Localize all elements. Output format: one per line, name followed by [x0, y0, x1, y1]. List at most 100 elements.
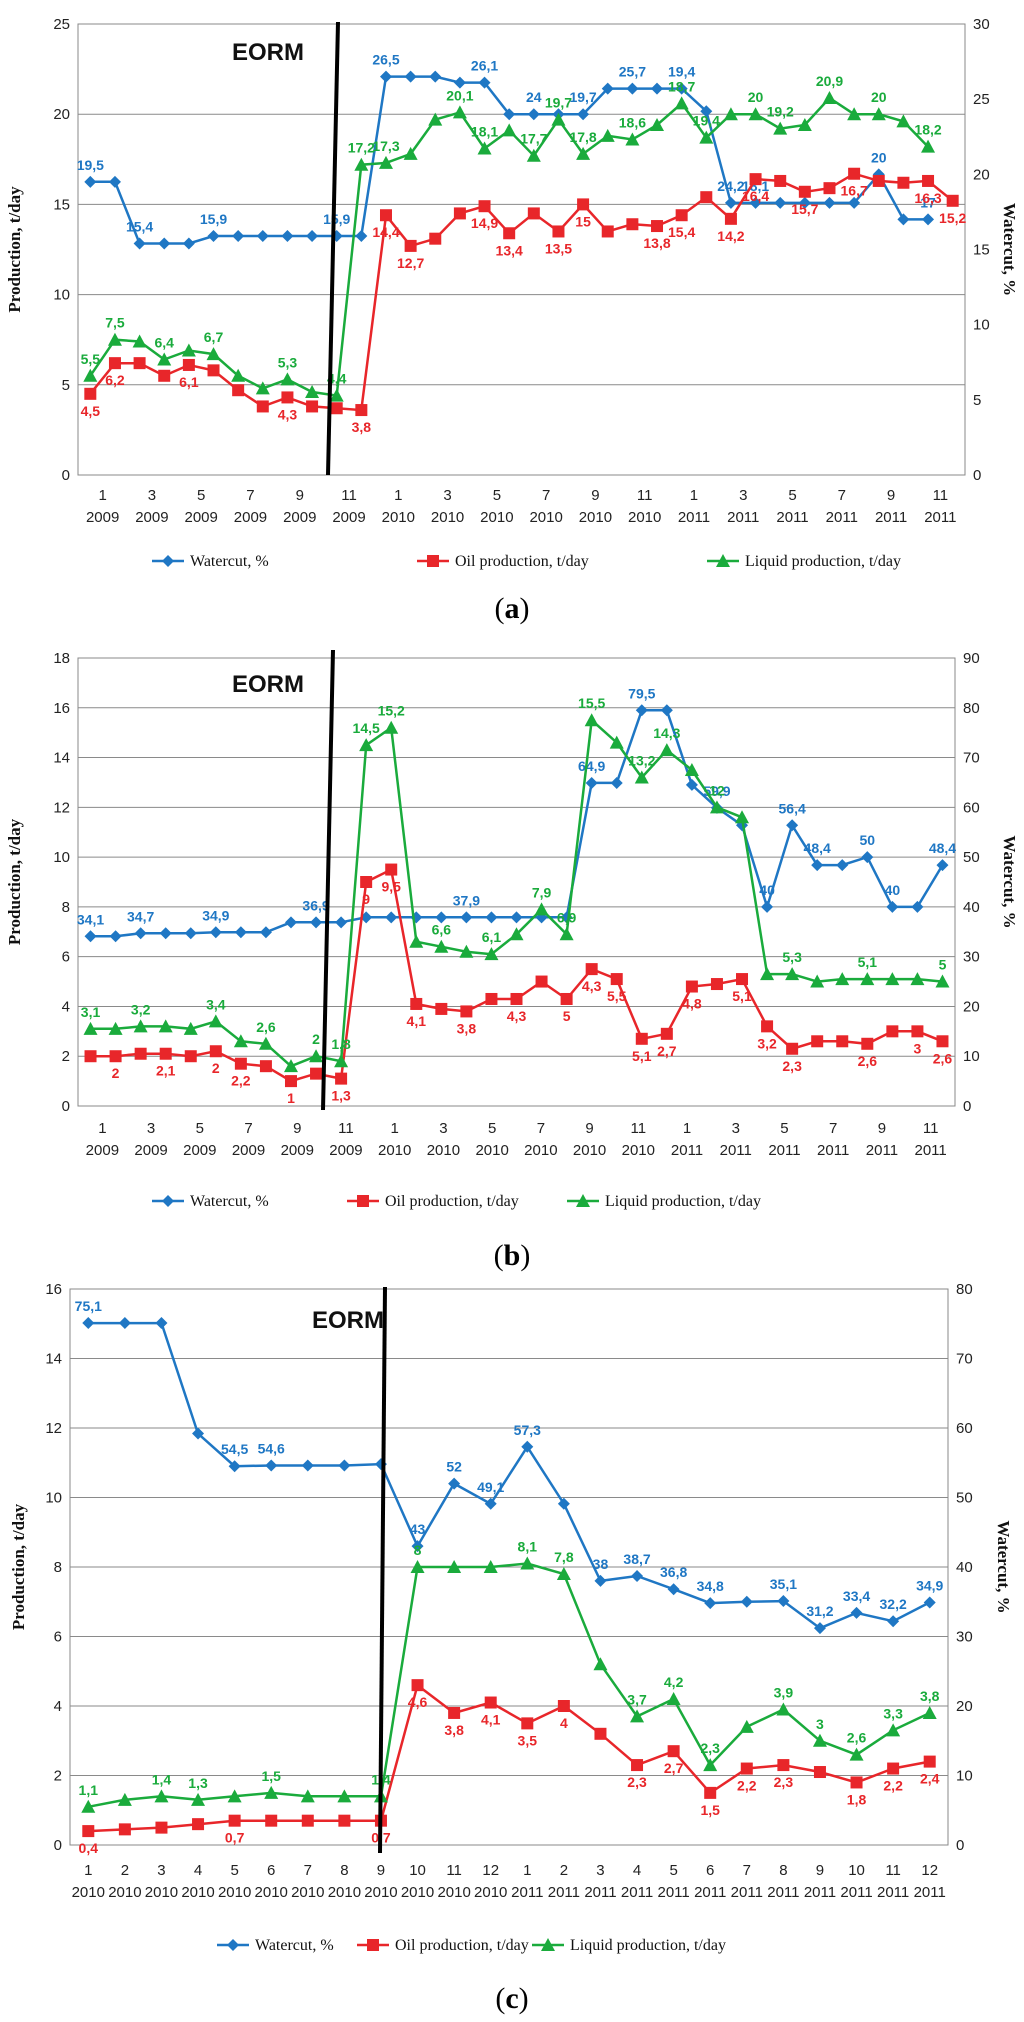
data-point — [600, 128, 615, 142]
y-right-tick: 30 — [963, 949, 980, 966]
data-label: 3 — [914, 1040, 922, 1056]
data-point — [478, 200, 491, 213]
data-label: 13,5 — [545, 240, 572, 256]
series-liquid: 3,1 3,2 3,4 2,6 2 1,8 14,515,2 6,6 6,1 7,9 6,9 15,5… — [81, 695, 950, 1073]
data-point — [378, 155, 393, 169]
legend-label: Liquid production, t/day — [605, 1193, 761, 1210]
y-right-tick: 30 — [956, 1629, 973, 1646]
data-point — [886, 1025, 899, 1038]
data-point — [155, 1821, 168, 1834]
x-tick-year: 2010 — [437, 1884, 470, 1901]
data-point — [259, 926, 272, 939]
y-right-tick: 70 — [963, 750, 980, 767]
y-right-tick: 50 — [963, 849, 980, 866]
data-label: 3,2 — [131, 1001, 151, 1017]
data-label: 15,4 — [126, 218, 153, 234]
data-point — [836, 1035, 849, 1048]
data-point — [626, 218, 639, 231]
x-tick-year: 2011 — [866, 1142, 898, 1159]
legend-label: Liquid production, t/day — [570, 1937, 726, 1954]
data-label: 16,7 — [841, 183, 868, 199]
data-point — [520, 1556, 535, 1570]
series-watercut: 75,1 54,5 54,6 43 52 49,1 57,3 38 38,7 36,8 34,8 35… — [75, 1298, 944, 1635]
data-point — [448, 1477, 461, 1490]
y-left-tick: 12 — [45, 1420, 62, 1437]
data-label: 4,1 — [407, 1013, 427, 1029]
data-label: 14,2 — [717, 228, 744, 244]
data-label: 34,7 — [127, 908, 154, 924]
data-point — [936, 859, 949, 872]
x-tick-month: 1 — [690, 487, 698, 504]
x-tick-month: 1 — [98, 1120, 106, 1137]
data-point — [484, 947, 499, 961]
data-point — [871, 107, 886, 121]
data-point — [535, 975, 548, 988]
y-left-tick: 5 — [62, 377, 70, 394]
data-label: 1,4 — [152, 1771, 172, 1787]
x-tick-year: 2011 — [915, 1142, 947, 1159]
data-point — [310, 916, 323, 929]
data-point — [631, 1570, 644, 1583]
data-point — [812, 1733, 827, 1747]
data-label: 2,6 — [847, 1730, 867, 1746]
data-point — [847, 107, 862, 121]
x-tick-year: 2011 — [548, 1884, 580, 1901]
data-point — [936, 1035, 949, 1048]
data-point — [379, 70, 392, 83]
y-right-tick: 60 — [963, 799, 980, 816]
data-point — [861, 851, 874, 864]
data-point — [774, 196, 787, 209]
data-label: 52 — [446, 1459, 462, 1475]
data-label: 15 — [575, 213, 591, 229]
data-point — [660, 1027, 673, 1040]
data-point — [157, 352, 172, 366]
x-tick-year: 2009 — [234, 509, 267, 526]
data-point — [699, 130, 714, 144]
data-label: 5,1 — [732, 988, 752, 1004]
eorm-line — [326, 21, 340, 476]
data-point — [911, 1025, 924, 1038]
data-label: 79,5 — [628, 685, 655, 701]
data-point — [483, 1560, 498, 1573]
data-point — [823, 196, 836, 209]
y-left-tick: 12 — [53, 799, 70, 816]
data-label: 18,7 — [668, 78, 695, 94]
data-point — [813, 1766, 826, 1779]
data-point — [885, 972, 900, 986]
data-label: 15,7 — [791, 201, 818, 217]
data-point — [777, 1595, 790, 1608]
x-tick-year: 2009 — [134, 1142, 167, 1159]
data-label: 5,1 — [632, 1048, 652, 1064]
data-point — [355, 229, 368, 242]
data-point — [659, 743, 674, 757]
data-point — [334, 1054, 349, 1068]
x-tick-year: 2010 — [145, 1884, 178, 1901]
y-right-tick: 50 — [956, 1490, 973, 1507]
x-tick-month: 7 — [743, 1862, 751, 1879]
data-point — [133, 237, 146, 250]
x-tick-month: 3 — [739, 487, 747, 504]
data-point — [118, 1317, 131, 1330]
data-point — [434, 939, 449, 953]
x-tick-year: 2010 — [255, 1884, 288, 1901]
data-point — [158, 369, 171, 382]
data-label: 1,3 — [188, 1775, 208, 1791]
x-tick-year: 2010 — [181, 1884, 214, 1901]
data-label: 3,5 — [518, 1732, 538, 1748]
data-label: 20 — [748, 89, 764, 105]
data-label: 19,7 — [569, 89, 596, 105]
data-label: 19,2 — [767, 104, 794, 120]
x-tick-year: 2010 — [529, 509, 562, 526]
y-right-tick: 15 — [973, 242, 990, 259]
data-point — [509, 927, 524, 941]
legend-marker — [227, 1939, 239, 1951]
data-point — [935, 974, 950, 988]
data-point — [810, 974, 825, 988]
data-point — [354, 157, 369, 171]
data-point — [635, 1032, 648, 1045]
y-left-tick: 0 — [62, 467, 70, 484]
data-point — [460, 1005, 473, 1018]
data-point — [107, 332, 122, 346]
data-point — [452, 105, 467, 119]
x-tick-year: 2011 — [727, 509, 759, 526]
